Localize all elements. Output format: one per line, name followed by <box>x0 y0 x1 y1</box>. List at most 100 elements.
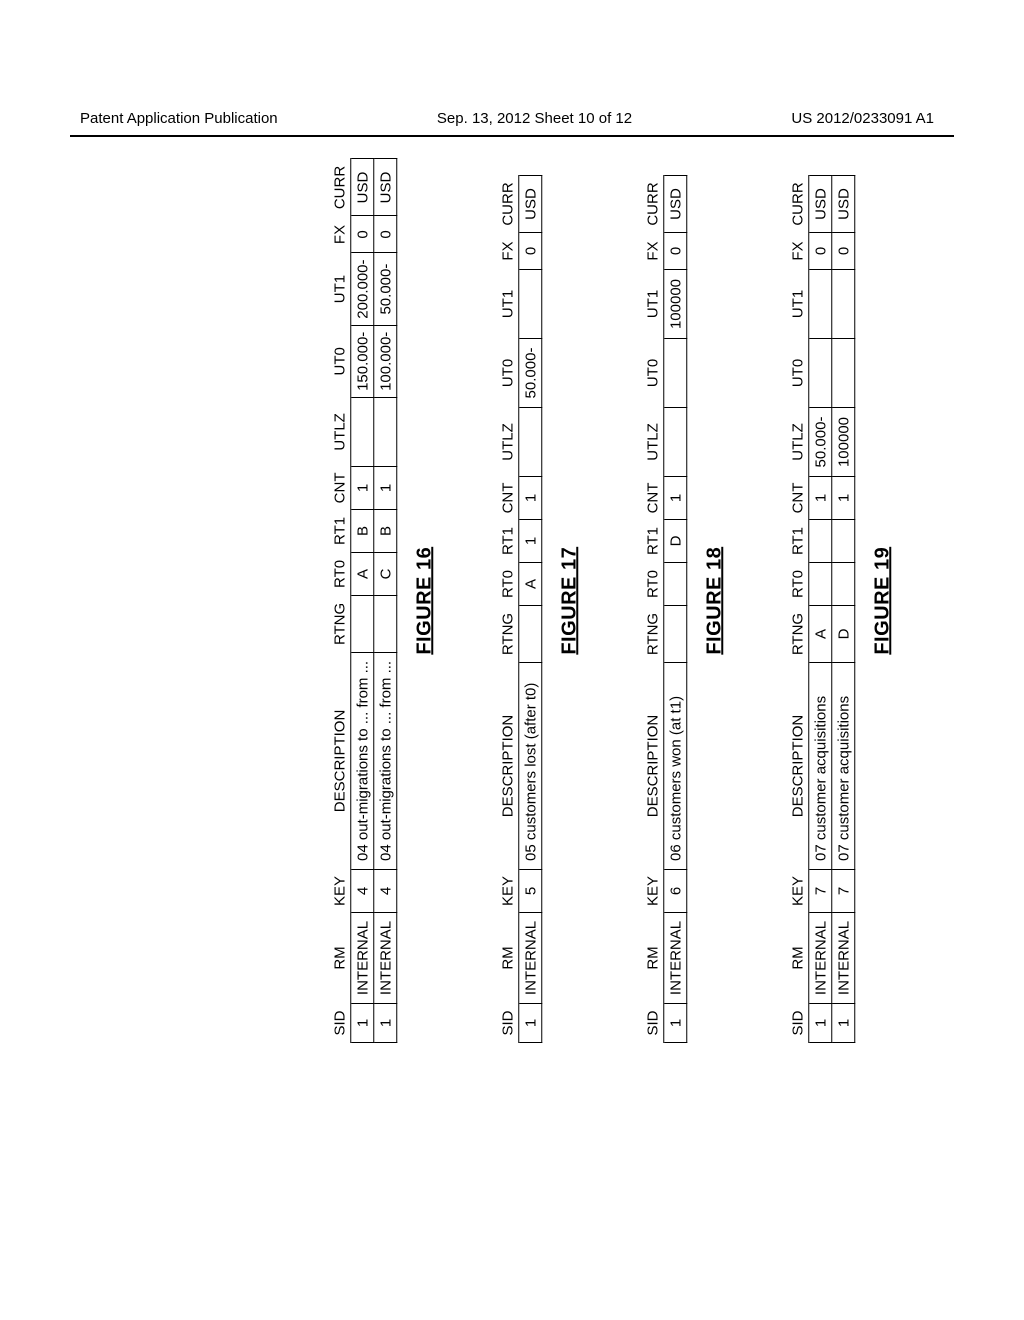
col-header: SID <box>786 1004 809 1043</box>
figure-block: SIDRMKEYDESCRIPTIONRTNGRT0RT1CNTUTLZUT0U… <box>786 158 894 1043</box>
header-center: Sep. 13, 2012 Sheet 10 of 12 <box>437 110 632 127</box>
table-header-row: SIDRMKEYDESCRIPTIONRTNGRT0RT1CNTUTLZUT0U… <box>328 159 351 1043</box>
cell-ut0 <box>809 339 832 408</box>
figure-table: SIDRMKEYDESCRIPTIONRTNGRT0RT1CNTUTLZUT0U… <box>496 175 542 1043</box>
col-header: KEY <box>496 870 519 913</box>
cell-curr: USD <box>351 159 374 216</box>
cell-rtng <box>664 606 687 663</box>
cell-rm: INTERNAL <box>519 913 542 1004</box>
cell-rt0: A <box>351 552 374 595</box>
col-header: RT0 <box>496 563 519 606</box>
cell-rtng <box>374 595 397 652</box>
table-row: 1INTERNAL404 out-migrations to ... from … <box>351 159 374 1043</box>
cell-key: 6 <box>664 870 687 913</box>
cell-ut1: 100000 <box>664 270 687 339</box>
cell-desc: 07 customer acquisitions <box>809 663 832 870</box>
col-header: SID <box>641 1004 664 1043</box>
header-left: Patent Application Publication <box>80 110 278 127</box>
col-header: UT1 <box>496 270 519 339</box>
cell-rt0: A <box>519 563 542 606</box>
col-header: RM <box>641 913 664 1004</box>
cell-key: 4 <box>374 870 397 913</box>
cell-rtng: A <box>809 606 832 663</box>
col-header: UT1 <box>786 270 809 339</box>
col-header: DESCRIPTION <box>496 663 519 870</box>
col-header: RTNG <box>786 606 809 663</box>
col-header: RM <box>496 913 519 1004</box>
figure-table: SIDRMKEYDESCRIPTIONRTNGRT0RT1CNTUTLZUT0U… <box>328 158 397 1043</box>
cell-cnt: 1 <box>519 477 542 520</box>
cell-curr: USD <box>374 159 397 216</box>
cell-rm: INTERNAL <box>832 913 855 1004</box>
cell-desc: 04 out-migrations to ... from ... <box>351 652 374 869</box>
cell-fx: 0 <box>832 233 855 270</box>
cell-curr: USD <box>664 176 687 233</box>
cell-fx: 0 <box>664 233 687 270</box>
col-header: RT1 <box>641 520 664 563</box>
col-header: UT1 <box>641 270 664 339</box>
cell-rm: INTERNAL <box>809 913 832 1004</box>
figure-table: SIDRMKEYDESCRIPTIONRTNGRT0RT1CNTUTLZUT0U… <box>786 175 855 1043</box>
cell-utlz <box>664 408 687 477</box>
table-row: 1INTERNAL606 customers won (at t1)D11000… <box>664 176 687 1043</box>
col-header: CURR <box>641 176 664 233</box>
figure-caption: FIGURE 17 <box>558 158 581 1043</box>
col-header: UT0 <box>496 339 519 408</box>
cell-key: 5 <box>519 870 542 913</box>
cell-ut0 <box>832 339 855 408</box>
cell-cnt: 1 <box>832 477 855 520</box>
col-header: UTLZ <box>786 408 809 477</box>
cell-ut1 <box>832 270 855 339</box>
cell-curr: USD <box>832 176 855 233</box>
table-row: 1INTERNAL707 customer acquisitionsD11000… <box>832 176 855 1043</box>
col-header: CURR <box>328 159 351 216</box>
cell-fx: 0 <box>351 216 374 253</box>
figure-block: SIDRMKEYDESCRIPTIONRTNGRT0RT1CNTUTLZUT0U… <box>641 158 726 1043</box>
cell-rt1: B <box>351 509 374 552</box>
cell-rt1: B <box>374 509 397 552</box>
cell-ut1: 200.000- <box>351 253 374 325</box>
col-header: RM <box>328 913 351 1004</box>
col-header: DESCRIPTION <box>786 663 809 870</box>
figure-caption: FIGURE 18 <box>703 158 726 1043</box>
cell-key: 4 <box>351 870 374 913</box>
cell-desc: 05 customers lost (after t0) <box>519 663 542 870</box>
cell-rt0 <box>809 563 832 606</box>
cell-utlz <box>374 397 397 466</box>
col-header: CURR <box>496 176 519 233</box>
col-header: KEY <box>786 870 809 913</box>
cell-desc: 06 customers won (at t1) <box>664 663 687 870</box>
col-header: KEY <box>328 870 351 913</box>
col-header: UT0 <box>328 325 351 397</box>
figure-caption: FIGURE 19 <box>871 158 894 1043</box>
cell-rm: INTERNAL <box>374 913 397 1004</box>
col-header: RT1 <box>786 520 809 563</box>
col-header: KEY <box>641 870 664 913</box>
cell-fx: 0 <box>374 216 397 253</box>
col-header: RT1 <box>328 509 351 552</box>
figure-sheet: SIDRMKEYDESCRIPTIONRTNGRT0RT1CNTUTLZUT0U… <box>328 158 954 1043</box>
cell-rtng <box>519 606 542 663</box>
col-header: DESCRIPTION <box>328 652 351 869</box>
cell-key: 7 <box>832 870 855 913</box>
cell-key: 7 <box>809 870 832 913</box>
cell-ut1 <box>809 270 832 339</box>
cell-utlz <box>519 408 542 477</box>
col-header: CNT <box>328 466 351 509</box>
table-header-row: SIDRMKEYDESCRIPTIONRTNGRT0RT1CNTUTLZUT0U… <box>641 176 664 1043</box>
header-rule <box>70 135 954 137</box>
cell-rt1 <box>832 520 855 563</box>
cell-rtng: D <box>832 606 855 663</box>
cell-rm: INTERNAL <box>664 913 687 1004</box>
col-header: UT0 <box>641 339 664 408</box>
figure-block: SIDRMKEYDESCRIPTIONRTNGRT0RT1CNTUTLZUT0U… <box>328 158 436 1043</box>
cell-sid: 1 <box>351 1004 374 1043</box>
cell-ut0: 100.000- <box>374 325 397 397</box>
cell-curr: USD <box>519 176 542 233</box>
cell-cnt: 1 <box>809 477 832 520</box>
header-right: US 2012/0233091 A1 <box>791 110 934 127</box>
cell-utlz: 100000 <box>832 408 855 477</box>
col-header: DESCRIPTION <box>641 663 664 870</box>
figure-caption: FIGURE 16 <box>413 158 436 1043</box>
col-header: RTNG <box>496 606 519 663</box>
